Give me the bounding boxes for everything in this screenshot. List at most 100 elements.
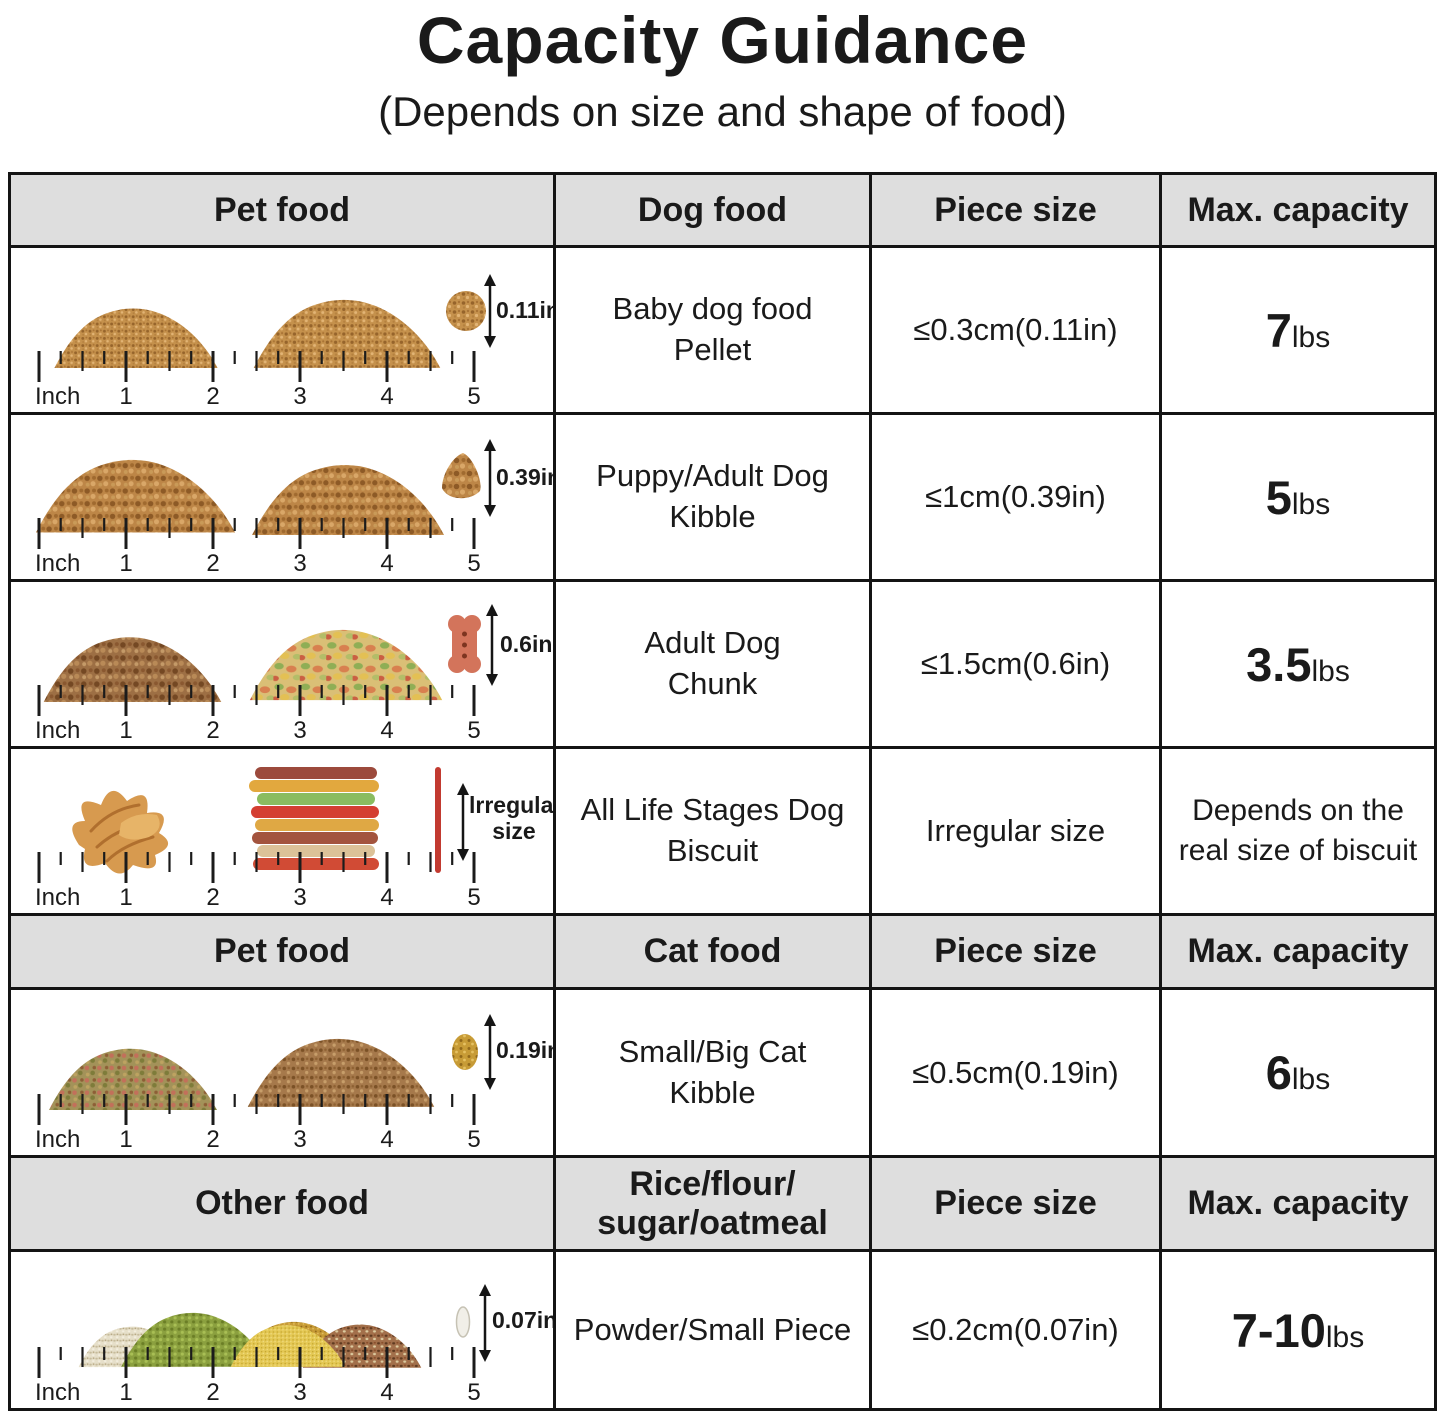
header-pet-food-1: Pet food <box>11 175 556 248</box>
kibble-sample-cell: 0.39in Inch 1 2 3 4 5 <box>11 415 556 582</box>
capacity-unit: lbs <box>1291 320 1331 354</box>
inch-ruler: Inch 1 2 3 4 5 <box>35 1345 481 1403</box>
svg-text:2: 2 <box>206 550 219 574</box>
food-name: Powder/Small Piece <box>573 1311 852 1347</box>
svg-text:1: 1 <box>119 550 132 574</box>
piece-size-cell: ≤1cm(0.39in) <box>872 415 1162 582</box>
chunk-piles-image <box>43 604 498 702</box>
svg-text:Inch: Inch <box>35 1379 80 1403</box>
svg-text:2: 2 <box>206 717 219 741</box>
piece-size: Irregular size <box>925 813 1106 848</box>
size-measure-arrow <box>484 439 496 517</box>
svg-text:Inch: Inch <box>35 550 80 574</box>
cat-kibble-sample-cell: 0.19in Inch 1 2 3 4 5 <box>11 990 556 1158</box>
size-measure-arrow <box>479 1284 491 1362</box>
food-name-cell: Puppy/Adult Dog Kibble <box>556 415 872 582</box>
header-pet-food-2: Pet food <box>11 916 556 990</box>
measure-label: 0.07in <box>492 1307 556 1333</box>
svg-text:4: 4 <box>380 1379 393 1403</box>
svg-text:4: 4 <box>380 383 393 407</box>
svg-text:Inch: Inch <box>35 717 80 741</box>
svg-text:4: 4 <box>380 884 393 908</box>
svg-text:5: 5 <box>467 717 480 741</box>
svg-text:2: 2 <box>206 884 219 908</box>
measure-label: 0.6in <box>500 631 553 657</box>
food-name: Puppy/Adult Dog Kibble <box>596 458 829 534</box>
svg-text:1: 1 <box>119 383 132 407</box>
svg-text:3: 3 <box>293 884 306 908</box>
svg-text:5: 5 <box>467 1379 480 1403</box>
piece-size: ≤0.5cm(0.19in) <box>912 1054 1119 1090</box>
capacity-cell: 7 lbs <box>1162 248 1434 415</box>
size-measure-arrow <box>484 1014 496 1090</box>
ruler-unit-label: Inch <box>35 383 80 407</box>
capacity-cell: 6 lbs <box>1162 990 1434 1158</box>
grain-piece-icon <box>455 1306 471 1338</box>
capacity-value: 7-10 <box>1231 1303 1326 1357</box>
grain-sample-cell: 0.07in Inch 1 2 3 4 5 <box>11 1252 556 1408</box>
cat-kibble-piles-image <box>49 1014 496 1110</box>
header-dog-food: Dog food <box>556 175 872 248</box>
piece-size: ≤1.5cm(0.6in) <box>920 646 1111 681</box>
measure-label: lrregular size <box>469 792 556 844</box>
piece-size-cell: ≤0.2cm(0.07in) <box>872 1252 1162 1408</box>
measure-label: 0.11in <box>496 297 556 323</box>
stick-piece-icon <box>435 767 441 873</box>
svg-text:1: 1 <box>119 1379 132 1403</box>
header-max-capacity-1: Max. capacity <box>1162 175 1434 248</box>
inch-ruler: Inch 1 2 3 4 5 <box>35 850 481 908</box>
header-other-food: Other food <box>11 1158 556 1252</box>
header-piece-size-1: Piece size <box>872 175 1162 248</box>
biscuit-sample-cell: lrregular size Inch 1 2 3 4 5 <box>11 749 556 916</box>
header-max-capacity-3: Max. capacity <box>1162 1158 1434 1252</box>
svg-text:Inch: Inch <box>35 1126 80 1150</box>
capacity-cell: Depends on the real size of biscuit <box>1162 749 1434 916</box>
size-measure-arrow <box>457 783 469 861</box>
food-name: Baby dog food Pellet <box>612 291 813 367</box>
svg-text:5: 5 <box>467 550 480 574</box>
svg-text:1: 1 <box>119 1126 132 1150</box>
svg-text:5: 5 <box>467 383 480 407</box>
capacity-value: 6 <box>1265 1046 1292 1099</box>
piece-size-cell: Irregular size <box>872 749 1162 916</box>
capacity-text: Depends on the real size of biscuit <box>1178 793 1418 868</box>
capacity-cell: 7-10 lbs <box>1162 1252 1434 1408</box>
piece-size-cell: ≤1.5cm(0.6in) <box>872 582 1162 749</box>
piece-size: ≤0.3cm(0.11in) <box>913 312 1118 347</box>
pellet-piles-image <box>54 274 496 368</box>
piece-size: ≤1cm(0.39in) <box>925 479 1106 514</box>
cat-kibble-piece-icon <box>452 1034 478 1070</box>
chunk-sample-cell: 0.6in Inch 1 2 3 4 5 <box>11 582 556 749</box>
food-name: All Life Stages Dog Biscuit <box>580 792 845 868</box>
grain-piles-image <box>78 1284 491 1368</box>
svg-text:Inch: Inch <box>35 884 80 908</box>
svg-text:2: 2 <box>206 383 219 407</box>
svg-text:5: 5 <box>467 1126 480 1150</box>
svg-text:5: 5 <box>467 884 480 908</box>
svg-text:3: 3 <box>293 717 306 741</box>
food-name: Small/Big Cat Kibble <box>618 1033 807 1110</box>
header-piece-size-3: Piece size <box>872 1158 1162 1252</box>
header-rice-flour: Rice/flour/ sugar/oatmeal <box>597 1165 828 1242</box>
capacity-value: 3.5 <box>1246 637 1312 691</box>
svg-text:3: 3 <box>293 383 306 407</box>
biscuit-piles-image <box>72 767 469 874</box>
food-name-cell: Small/Big Cat Kibble <box>556 990 872 1158</box>
capacity-unit: lbs <box>1291 487 1331 521</box>
pellet-piece-icon <box>446 291 486 331</box>
food-name-cell: Adult Dog Chunk <box>556 582 872 749</box>
capacity-unit: lbs <box>1291 1063 1331 1096</box>
piece-size-cell: ≤0.5cm(0.19in) <box>872 990 1162 1158</box>
food-name-cell: Powder/Small Piece <box>556 1252 872 1408</box>
svg-text:3: 3 <box>293 1379 306 1403</box>
pellet-sample-cell: 0.11in Inch 1 2 3 4 5 <box>11 248 556 415</box>
page-subtitle: (Depends on size and shape of food) <box>378 88 1067 135</box>
inch-ruler: Inch 1 2 3 4 5 <box>35 683 481 741</box>
capacity-cell: 3.5 lbs <box>1162 582 1434 749</box>
header-piece-size-2: Piece size <box>872 916 1162 990</box>
page-title: Capacity Guidance <box>416 3 1029 77</box>
jerky-image <box>72 790 169 874</box>
capacity-value: 5 <box>1265 470 1292 524</box>
svg-text:4: 4 <box>380 550 393 574</box>
